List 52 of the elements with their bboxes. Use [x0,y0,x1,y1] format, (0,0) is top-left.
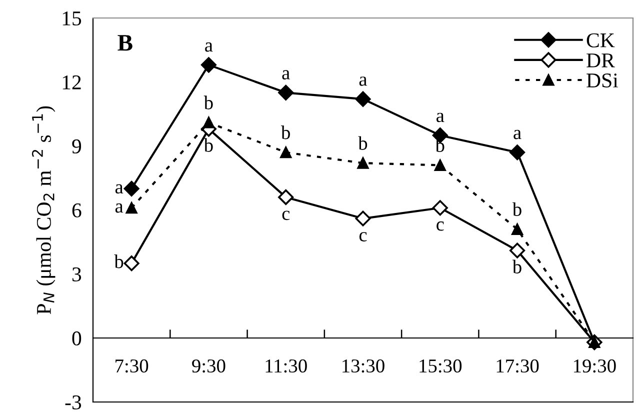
legend-label: DSi [586,73,618,88]
x-tick-label: 13:30 [342,359,384,373]
point [510,144,526,160]
legend-label: DR [586,54,615,68]
y-tick-label: 12 [62,75,81,90]
point [200,57,216,73]
x-tick-label: 19:30 [574,359,616,373]
annotation: a [436,112,444,122]
annotation: B [118,35,132,51]
point [124,256,140,272]
point [434,159,446,171]
y-tick-label: 3 [72,267,82,282]
x-tick-label: 9:30 [192,359,226,373]
x-tick-label: 17:30 [496,359,539,373]
point [280,146,292,158]
point [512,223,524,235]
point [202,116,214,128]
y-tick-label: 9 [72,139,82,154]
annotation: c [282,210,290,220]
x-tick-label: 11:30 [266,359,307,373]
point [126,202,138,214]
y-tick-label: 0 [72,331,82,346]
annotation: a [115,184,124,194]
point [355,210,371,226]
annotation: b [204,138,213,152]
legend-label: CK [586,33,615,48]
annotation: a [282,70,290,80]
point [278,189,294,205]
annotation: b [512,202,522,216]
annotation: b [280,126,290,140]
point [357,157,369,169]
point [510,242,526,258]
annotation: a [514,130,522,140]
annotation: a [205,42,213,52]
point [355,91,371,107]
annotation: a [115,203,124,213]
annotation: b [204,96,213,110]
point [278,84,294,100]
x-tick-label: 15:30 [420,359,462,373]
annotation: b [358,136,368,150]
point [124,180,140,196]
point [432,200,448,216]
y-tick-label: 15 [62,11,82,26]
annotation: a [359,76,368,86]
annotation: c [359,232,367,242]
y-tick-label: -3 [65,395,82,410]
annotation: c [436,221,444,231]
text: P$_{N}$ (μmol CO$_{2}$ m$^{−2}$ s$^{−1}$) [32,106,56,314]
y-tick-label: 6 [72,203,82,218]
annotation: b [512,260,522,274]
x-tick-label: 7:30 [116,359,148,373]
annotation: b [114,254,124,268]
